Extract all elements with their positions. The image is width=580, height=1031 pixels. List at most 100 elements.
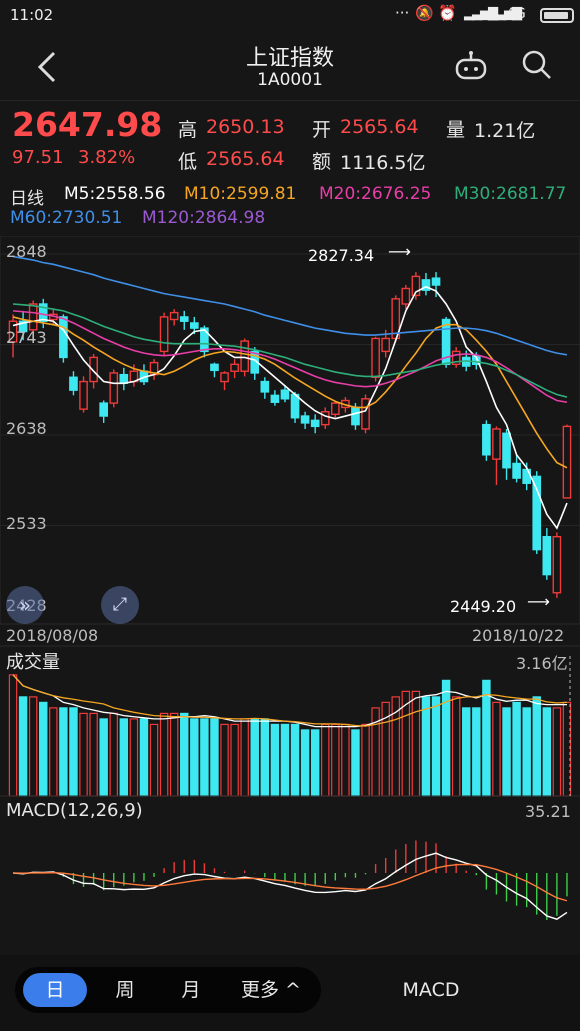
back-icon[interactable] — [34, 50, 58, 84]
candle — [89, 356, 98, 383]
fullscreen-icon[interactable]: ⤢ — [101, 586, 139, 624]
ma-legend-period[interactable]: 日线 — [10, 189, 44, 209]
notification-icons: ··· — [395, 4, 410, 22]
period-tab-bar: 日 周 月 更多 ^ MACD — [0, 955, 580, 1031]
macd-dea-line — [13, 863, 568, 902]
amount-label: 额 — [312, 151, 332, 173]
tab-month[interactable]: 月 — [181, 979, 201, 1001]
price-change-pct: 3.82% — [78, 147, 136, 168]
candle — [200, 327, 209, 353]
volume-bar — [280, 723, 290, 797]
amount-value: 1116.5亿 — [340, 152, 426, 174]
candle — [502, 432, 511, 469]
tab-more[interactable]: 更多 ^ — [241, 979, 301, 1001]
volume-bar — [482, 679, 491, 797]
y-tick: 2743 — [6, 328, 47, 347]
candle — [552, 536, 562, 594]
ma-legend: 日线 M5:2558.56 M10:2599.81 M20:2676.25 M3… — [0, 180, 580, 236]
volume-bar — [421, 696, 431, 797]
candle — [300, 415, 310, 424]
ma-line-m30 — [12, 303, 568, 398]
quote-panel: 2647.98 97.51 3.82% 高 2650.13 开 2565.64 … — [0, 100, 580, 180]
volume-bar — [69, 707, 78, 797]
price-change: 97.51 — [12, 147, 64, 168]
end-date: 2018/10/22 — [472, 626, 565, 645]
robot-icon[interactable] — [454, 50, 488, 82]
volume-bar — [109, 712, 118, 797]
candle — [179, 316, 189, 322]
start-date: 2018/08/08 — [6, 626, 99, 645]
volume-bar — [492, 701, 501, 797]
candle — [270, 394, 280, 403]
candle — [421, 279, 431, 291]
kline-chart[interactable] — [0, 235, 580, 951]
candle — [441, 318, 451, 366]
ma-line-m5 — [12, 285, 568, 530]
volume-bar — [512, 701, 521, 797]
indicator-tab-macd[interactable]: MACD — [402, 979, 460, 1001]
candle — [210, 363, 219, 372]
volume-bar — [472, 707, 481, 797]
ma-line-m20 — [12, 310, 568, 404]
ma-legend-m5: M5:2558.56 — [64, 184, 166, 204]
volume-bar — [552, 707, 562, 797]
volume-bar — [542, 707, 552, 797]
volume-bar — [190, 718, 199, 797]
high-label: 高 — [178, 119, 198, 141]
status-bar: 11:02 ··· 🔕 ⏰ ▂▃▅▇ ▂▃▅▇ 4G — [0, 0, 580, 32]
volume-bar — [331, 723, 340, 797]
status-time: 11:02 — [10, 6, 54, 24]
volume-bar — [441, 679, 451, 797]
search-icon[interactable] — [520, 48, 554, 82]
candle — [532, 475, 542, 551]
candle — [260, 380, 270, 393]
candle — [351, 406, 360, 426]
candle — [451, 350, 461, 366]
last-price: 2647.98 — [12, 105, 163, 144]
volume-title: 成交量 — [6, 652, 60, 673]
ma-line-m60 — [12, 255, 568, 356]
volume-bar — [220, 723, 229, 797]
ma-legend-m120: M120:2864.98 — [142, 208, 266, 228]
macd-max: 35.21 — [525, 802, 571, 821]
volume-bar — [522, 707, 531, 797]
volume-bar — [39, 701, 48, 797]
volume-bar — [341, 723, 350, 797]
candle — [512, 462, 521, 479]
y-tick: 2638 — [6, 419, 47, 438]
collapse-icon[interactable]: » — [6, 586, 44, 624]
min-arrow-icon: ⟶ — [527, 592, 550, 611]
tab-week[interactable]: 周 — [115, 979, 135, 1001]
volume-bar — [169, 712, 179, 797]
y-tick: 2848 — [6, 242, 47, 261]
max-arrow-icon: ⟶ — [388, 242, 411, 261]
chart-area[interactable]: 2848 2743 2638 2533 2428 2827.34 ⟶ 2449.… — [0, 235, 580, 951]
open-value: 2565.64 — [340, 116, 419, 138]
index-code: 1A0001 — [257, 70, 323, 90]
volume-ma10-line — [12, 674, 567, 727]
min-price-label: 2449.20 — [450, 597, 517, 616]
tab-day[interactable]: 日 — [23, 973, 87, 1007]
volume-bar — [79, 712, 88, 797]
volume-bar — [411, 690, 421, 797]
open-label: 开 — [312, 119, 332, 141]
volume-bar — [89, 712, 98, 797]
volume-bar — [159, 712, 169, 797]
volume-bar — [49, 707, 58, 797]
candle — [18, 320, 28, 333]
ma-legend-m30: M30:2681.77 — [454, 184, 567, 204]
volume-label: 量 — [446, 119, 466, 141]
volume-bar — [28, 696, 38, 797]
candle — [492, 428, 501, 460]
volume-bar — [321, 723, 330, 797]
candle — [411, 275, 421, 297]
volume-value: 1.21亿 — [474, 120, 536, 142]
volume-bar — [18, 696, 28, 797]
volume-bar — [462, 707, 471, 797]
volume-bar — [451, 696, 461, 797]
candle — [240, 340, 250, 372]
volume-bar — [250, 718, 259, 797]
candle — [189, 322, 199, 329]
period-tabs: 日 周 月 更多 ^ — [15, 967, 321, 1013]
candle — [119, 373, 129, 384]
